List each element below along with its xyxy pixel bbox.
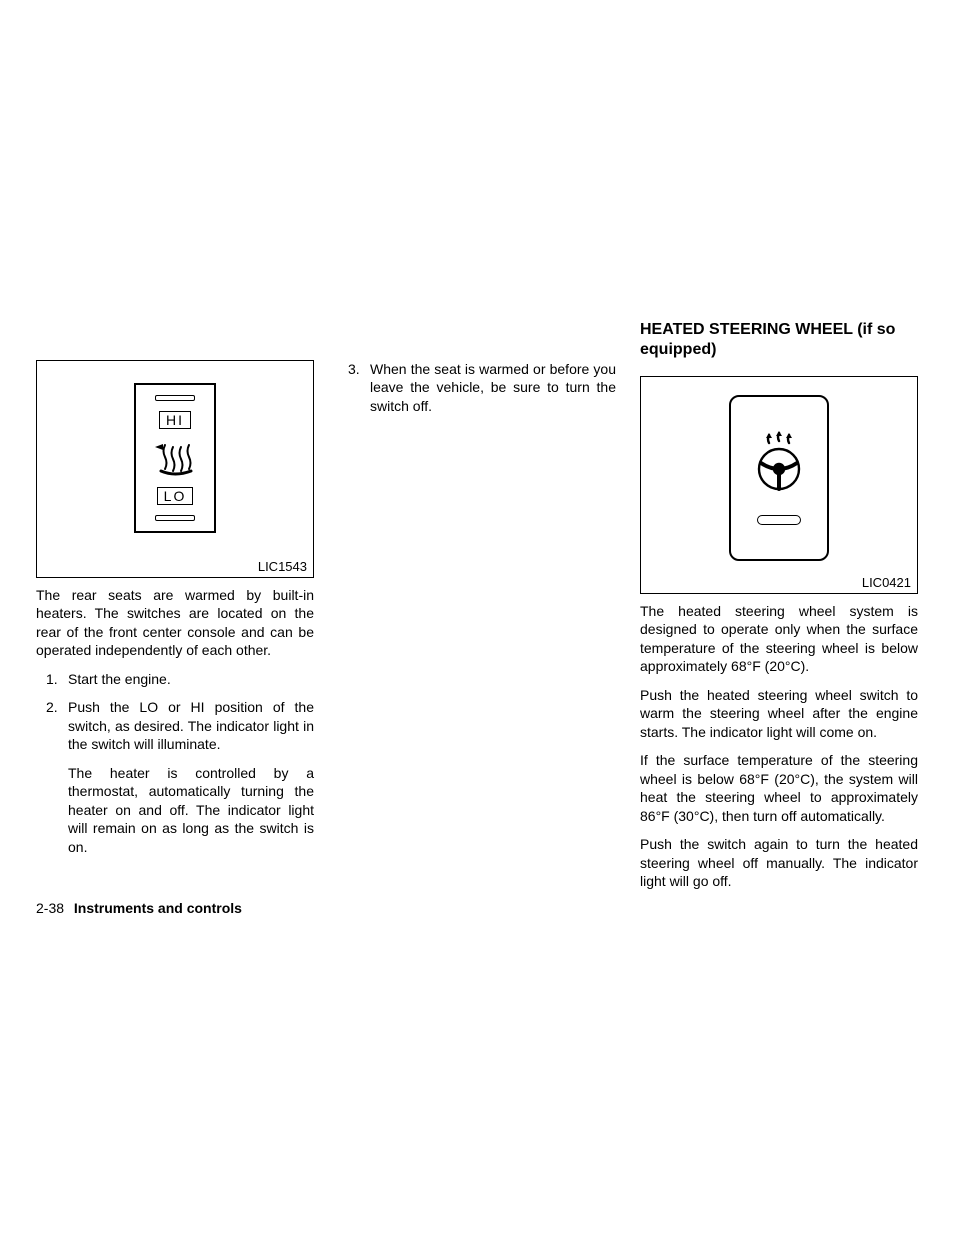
indicator-light-icon xyxy=(757,515,801,525)
manual-page: HI xyxy=(0,0,954,1235)
rear-seat-steps-list: Start the engine. Push the LO or HI posi… xyxy=(36,670,314,856)
three-column-layout: HI xyxy=(36,360,918,901)
footer-section-title: Instruments and controls xyxy=(74,900,242,916)
rear-seat-steps-list-cont: When the seat is warmed or before you le… xyxy=(338,360,616,415)
figure-code: LIC1543 xyxy=(258,558,307,575)
heated-steering-wheel-icon xyxy=(748,431,810,497)
hi-lo-switch-drawing: HI xyxy=(134,383,216,533)
heated-wheel-paragraph: Push the heated steering wheel switch to… xyxy=(640,686,918,741)
rear-seat-intro-text: The rear seats are warmed by built-in he… xyxy=(36,586,314,660)
list-item: Start the engine. xyxy=(52,670,314,688)
page-footer: 2-38 Instruments and controls xyxy=(36,900,242,916)
step-text: Push the LO or HI position of the switch… xyxy=(68,699,314,752)
figure-heated-steering-switch: LIC0421 xyxy=(640,376,918,594)
step-text: When the seat is warmed or before you le… xyxy=(370,361,616,414)
heated-seat-icon xyxy=(153,439,197,477)
lo-label: LO xyxy=(157,487,194,505)
list-item: Push the LO or HI position of the switch… xyxy=(52,698,314,856)
heated-wheel-paragraph: The heated steering wheel system is desi… xyxy=(640,602,918,676)
heated-wheel-paragraph: If the surface temperature of the steeri… xyxy=(640,751,918,825)
heated-wheel-paragraph: Push the switch again to turn the heated… xyxy=(640,835,918,890)
step-text: Start the engine. xyxy=(68,671,171,687)
rocker-bottom-icon xyxy=(155,515,195,521)
figure-seat-heater-switch: HI xyxy=(36,360,314,578)
column-middle: When the seat is warmed or before you le… xyxy=(338,360,616,901)
figure-code: LIC0421 xyxy=(862,574,911,591)
step-extra-text: The heater is controlled by a thermostat… xyxy=(68,764,314,856)
heated-steering-switch-drawing xyxy=(729,395,829,561)
column-right: HEATED STEERING WHEEL (if so equipped) xyxy=(640,320,918,901)
list-item: When the seat is warmed or before you le… xyxy=(354,360,616,415)
column-left: HI xyxy=(36,360,314,901)
page-number: 2-38 xyxy=(36,900,64,916)
rocker-top-icon xyxy=(155,395,195,401)
hi-label: HI xyxy=(159,411,191,429)
section-heading: HEATED STEERING WHEEL (if so equipped) xyxy=(640,320,918,360)
